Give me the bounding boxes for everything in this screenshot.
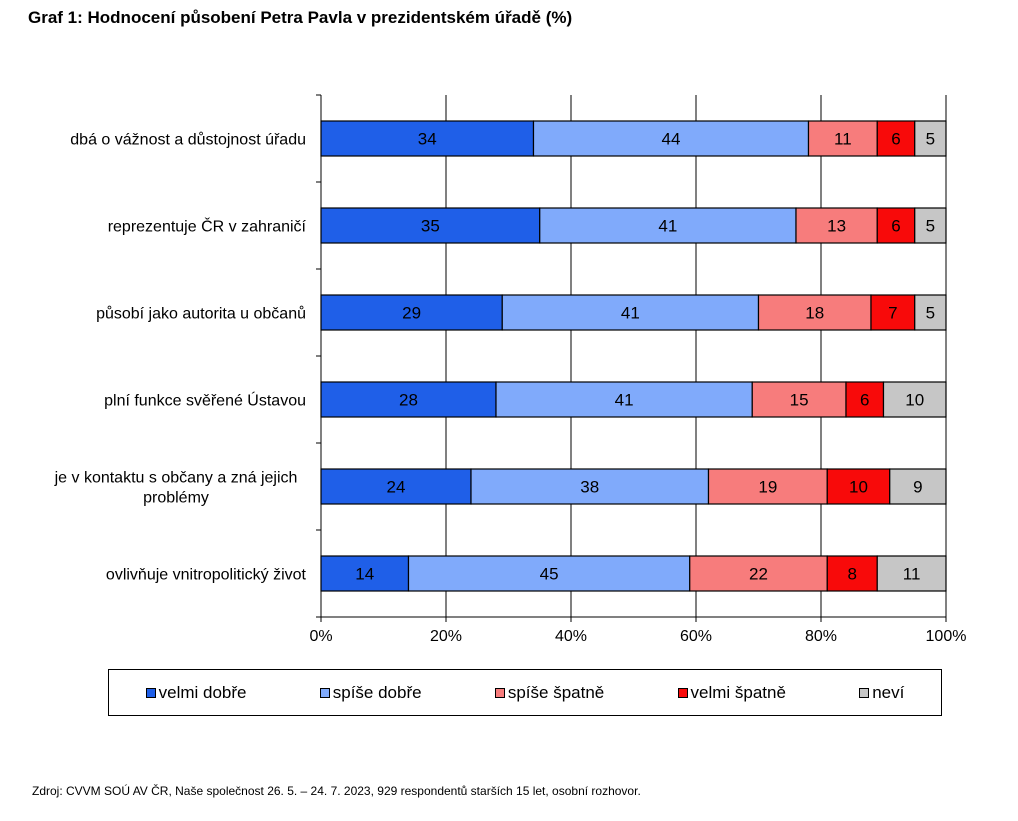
chart-legend: velmi dobře spíše dobře spíše špatně velmi … [108,669,942,716]
stacked-bar-chart: 0% 20% 40% 60% 80% 100% 34 44 11 6 5 dbá o vážnost… [54,94,967,645]
data-label: 41 [621,304,640,323]
data-label: 34 [418,130,437,149]
legend-item: spíše špatně [494,682,605,703]
x-tick-label: 60% [680,628,712,645]
bar-segment [707,468,828,505]
legend-swatch [145,687,156,698]
data-label: 10 [905,391,924,410]
bar-segment [320,381,497,418]
legend-label: velmi dobře [158,682,247,702]
data-label: 35 [421,217,440,236]
category-label: ovlivňuje vnitropolitický život [106,567,307,584]
data-label: 10 [849,478,868,497]
data-label: 11 [834,130,852,149]
bar-segment [914,294,947,331]
bar-segment [882,381,947,418]
bar-segment [795,207,878,244]
bar-segment [876,120,916,157]
bar-segment [539,207,797,244]
data-label: 14 [355,565,374,584]
data-label: 41 [658,217,677,236]
bar-segment [914,120,947,157]
data-label: 29 [402,304,421,323]
data-label: 11 [903,565,921,584]
legend-swatch [319,687,330,698]
bars [320,120,947,592]
data-label: 22 [749,565,768,584]
bar-segment [914,207,947,244]
data-label: 38 [580,478,599,497]
legend-item: velmi dobře [145,682,247,703]
x-tick-label: 80% [805,628,837,645]
data-label: 5 [926,130,935,149]
data-label: 9 [913,478,922,497]
legend-swatch [494,687,505,698]
data-label: 19 [758,478,777,497]
x-tick-label: 40% [555,628,587,645]
legend-item: spíše dobře [319,682,422,703]
bar-segment [320,120,535,157]
bar-segment [826,468,891,505]
bar-segment [320,207,541,244]
data-label: 7 [888,304,897,323]
legend-swatch [677,687,688,698]
legend-item: neví [859,683,904,703]
data-label: 24 [387,478,406,497]
legend-label: spíše dobře [332,682,422,702]
data-label: 6 [860,391,869,410]
category-label: působí jako autorita u občanů [96,305,306,323]
data-label: 18 [805,304,824,323]
category-label: reprezentuje ČR v zahraničí [108,217,307,236]
bar-segment [470,468,710,505]
x-tick-label: 100% [926,628,967,645]
bar-segment [320,294,503,331]
data-label: 44 [662,130,681,149]
x-tick-label: 20% [430,628,462,645]
data-label: 6 [891,217,900,236]
legend-swatch [859,687,870,698]
data-label: 5 [926,304,935,323]
bar-segment [807,120,878,157]
category-label: plní funkce svěřené Ústavou [104,391,306,410]
data-label: 45 [540,565,559,584]
data-label: 41 [615,391,634,410]
bar-segment [757,294,872,331]
bar-segment [870,294,916,331]
legend-label: velmi špatně [690,682,786,702]
x-tick-label: 0% [309,628,332,645]
data-label: 6 [891,130,900,149]
bar-segment [845,381,885,418]
data-label: 8 [848,565,857,584]
bar-segment [320,468,472,505]
grid-lines [445,95,947,617]
source-note: Zdroj: CVVM SOÚ AV ČR, Naše společnost 2… [32,784,641,798]
bar-segment [889,468,947,505]
bar-segment [876,207,916,244]
legend-item: velmi špatně [677,682,786,703]
labels: 34 44 11 6 5 dbá o vážnost a důstojnost úřadu… [54,130,936,584]
data-label: 15 [790,391,809,410]
axes: 0% 20% 40% 60% 80% 100% [309,94,967,645]
data-label: 28 [399,391,418,410]
bar-segment [501,294,760,331]
category-label: je v kontaktu s občany a zná jejich probl… [54,470,298,507]
data-label: 13 [827,217,846,236]
category-label: dbá o vážnost a důstojnost úřadu [70,131,306,149]
bar-segment [876,555,947,592]
legend-label: neví [872,682,905,702]
legend-label: spíše špatně [507,682,605,702]
bar-segment [532,120,810,157]
data-label: 5 [926,217,935,236]
chart-title: Graf 1: Hodnocení působení Petra Pavla v… [28,8,573,27]
bar-segment [689,555,828,592]
